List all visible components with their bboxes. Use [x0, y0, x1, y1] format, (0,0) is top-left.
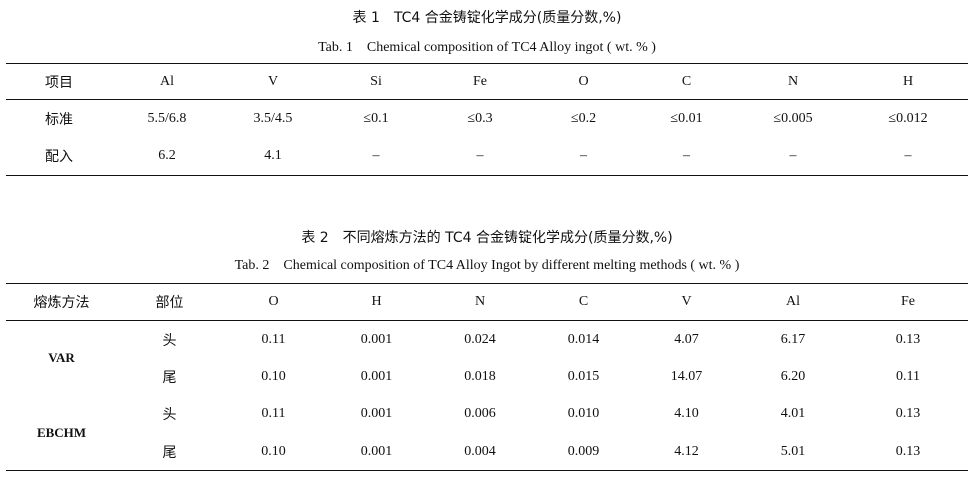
- data-cell: 4.12: [674, 443, 699, 459]
- row-label: 配入: [45, 149, 73, 166]
- header-cell: Fe: [901, 294, 915, 309]
- data-cell: 0.11: [261, 331, 286, 347]
- header-cell: 熔炼方法: [33, 295, 90, 311]
- data-cell: 5.01: [780, 443, 806, 459]
- data-cell: –: [372, 148, 380, 164]
- table2: 熔炼方法 部位 O H N C V Al Fe VAR 头 0.11 0.001 0.024 0.014 4…: [6, 283, 968, 471]
- data-cell: 0.10: [261, 368, 286, 384]
- data-cell: 0.004: [464, 443, 496, 459]
- table-row: EBCHM 头 0.11 0.001 0.006 0.010 4.10 4.01 0.13: [6, 396, 968, 440]
- position-cell: 尾: [162, 444, 177, 461]
- table-row: VAR 头 0.11 0.001 0.024 0.014 4.07 6.17 0.13: [6, 321, 968, 366]
- data-cell: 4.01: [780, 406, 806, 422]
- data-cell: ≤0.01: [670, 110, 703, 126]
- table-row: 配入 6.2 4.1 – – – – – –: [6, 138, 968, 176]
- data-cell: –: [904, 148, 912, 164]
- method-cell: EBCHM: [36, 424, 87, 440]
- position-cell: 头: [162, 332, 177, 349]
- data-cell: 6.20: [780, 368, 806, 384]
- data-cell: 0.009: [567, 443, 600, 459]
- data-cell: 0.010: [567, 406, 600, 422]
- table1-caption-en: Tab. 1 Chemical composition of TC4 Alloy…: [318, 40, 656, 55]
- table1-caption-cn: 表 1 TC4 合金铸锭化学成分(质量分数,%): [352, 10, 622, 26]
- method-cell: VAR: [48, 350, 75, 366]
- header-cell: V: [267, 73, 279, 89]
- header-cell: 项目: [45, 74, 73, 91]
- header-cell: O: [268, 294, 279, 309]
- table2-caption-cn: 表 2 不同熔炼方法的 TC4 合金铸锭化学成分(质量分数,%): [301, 230, 673, 246]
- data-cell: 0.11: [261, 406, 286, 422]
- table2-header-row: 熔炼方法 部位 O H N C V Al Fe: [6, 283, 968, 321]
- data-cell: 0.006: [464, 406, 496, 422]
- data-cell: 0.001: [360, 368, 393, 384]
- header-cell: C: [681, 73, 692, 89]
- header-cell: Al: [160, 73, 174, 89]
- data-cell: ≤0.005: [773, 110, 813, 126]
- data-cell: 4.1: [264, 148, 282, 164]
- header-cell: C: [578, 294, 589, 309]
- data-cell: 3.5/4.5: [253, 110, 293, 126]
- data-cell: –: [789, 148, 797, 164]
- data-cell: 0.015: [567, 368, 600, 384]
- header-cell: H: [902, 73, 914, 89]
- data-cell: ≤0.2: [570, 110, 597, 126]
- header-cell: H: [371, 294, 382, 309]
- header-cell: N: [787, 73, 799, 89]
- table1-header-row: 项目 Al V Si Fe O C N H: [6, 63, 968, 100]
- data-cell: –: [580, 148, 587, 164]
- data-cell: 0.13: [895, 406, 921, 422]
- row-label: 标准: [45, 111, 73, 128]
- data-cell: 0.001: [360, 406, 393, 422]
- header-cell: Fe: [473, 73, 487, 89]
- table-row: 尾 0.10 0.001 0.018 0.015 14.07 6.20 0.11: [6, 358, 968, 396]
- position-cell: 尾: [162, 369, 177, 386]
- data-cell: ≤0.1: [363, 110, 389, 126]
- data-cell: 0.014: [567, 331, 600, 347]
- data-cell: 6.2: [158, 148, 176, 164]
- position-cell: 头: [162, 407, 177, 424]
- table1: 项目 Al V Si Fe O C N H 标准 5.5/6.8 3.5/4.5 ≤0.1 ≤0.3 ≤0…: [6, 63, 968, 176]
- data-cell: 0.10: [261, 443, 286, 459]
- header-cell: Si: [370, 73, 382, 89]
- data-cell: –: [683, 148, 690, 164]
- table-row: 标准 5.5/6.8 3.5/4.5 ≤0.1 ≤0.3 ≤0.2 ≤0.01 ≤0.005 ≤…: [6, 100, 968, 138]
- data-cell: 0.13: [895, 331, 921, 347]
- header-cell: V: [681, 294, 692, 309]
- table-row: 尾 0.10 0.001 0.004 0.009 4.12 5.01 0.13: [6, 433, 968, 471]
- data-cell: ≤0.3: [467, 110, 493, 126]
- data-cell: 14.07: [670, 368, 703, 384]
- header-cell: 部位: [155, 295, 184, 311]
- data-cell: 0.11: [896, 368, 920, 384]
- data-cell: –: [476, 148, 484, 164]
- data-cell: 0.001: [360, 443, 393, 459]
- header-cell: N: [474, 294, 486, 309]
- data-cell: 6.17: [780, 331, 806, 347]
- data-cell: 0.024: [464, 331, 496, 347]
- data-cell: 0.001: [360, 331, 393, 347]
- data-cell: 4.07: [674, 331, 699, 347]
- data-cell: 0.13: [895, 443, 921, 459]
- table2-caption-en: Tab. 2 Chemical composition of TC4 Alloy…: [234, 258, 740, 273]
- header-cell: O: [578, 73, 589, 89]
- data-cell: 0.018: [464, 368, 496, 384]
- data-cell: 5.5/6.8: [147, 110, 187, 126]
- data-cell: ≤0.012: [888, 110, 928, 126]
- data-cell: 4.10: [674, 406, 699, 422]
- header-cell: Al: [786, 294, 800, 309]
